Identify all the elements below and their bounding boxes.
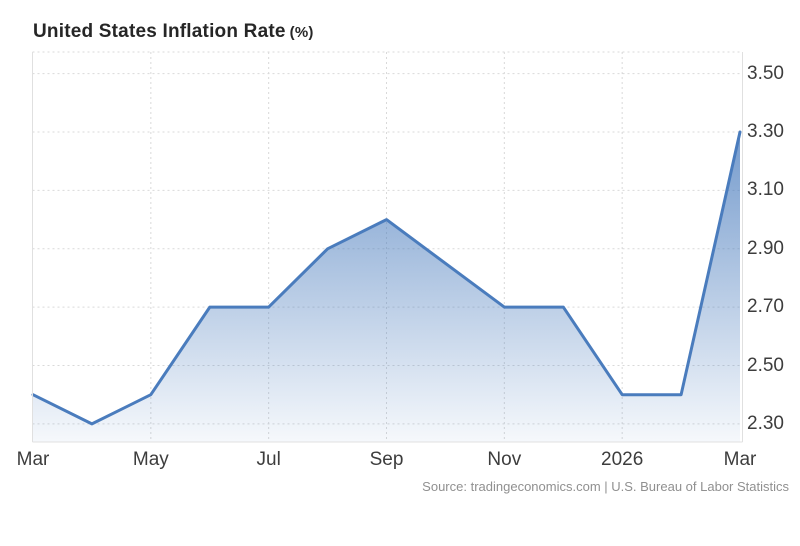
- chart-title-unit: (%): [289, 24, 314, 41]
- chart-title: United States Inflation Rate (%): [33, 21, 314, 43]
- chart-title-text: United States Inflation Rate: [33, 21, 286, 42]
- source-attribution: Source: tradingeconomics.com | U.S. Bure…: [422, 479, 789, 494]
- series-area-fill: [33, 132, 740, 442]
- series-line: [31, 130, 742, 426]
